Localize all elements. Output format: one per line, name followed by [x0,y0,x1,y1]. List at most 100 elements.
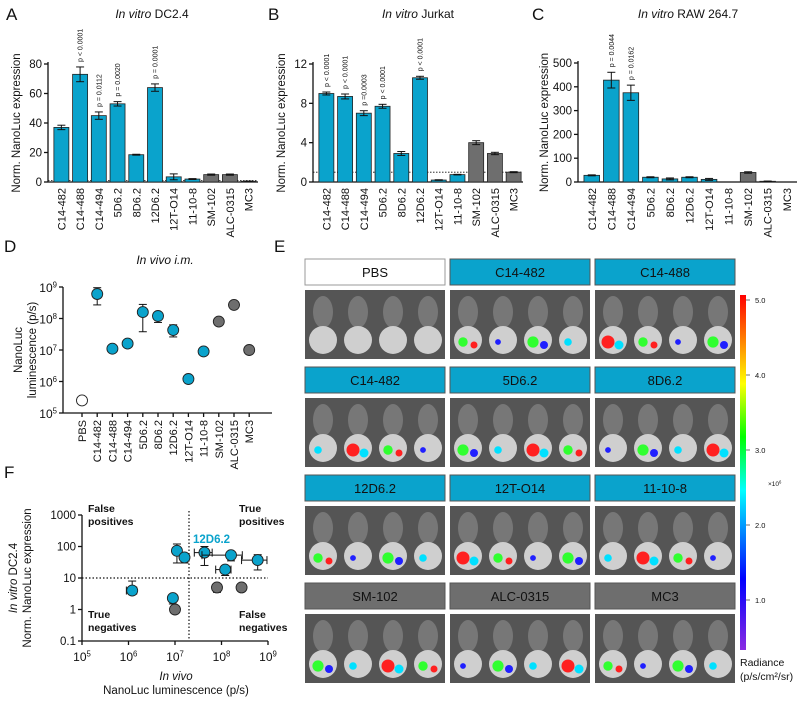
signal-spot [458,337,468,347]
bar [318,93,335,183]
group-header-label: MC3 [651,589,678,604]
group-header-label: 5D6.2 [503,373,538,388]
data-point [91,288,104,300]
data-point [228,298,240,311]
y-axis-label: In vitro DC2.4 [8,542,20,613]
bar [583,174,600,183]
signal-spot [719,448,729,458]
quadrant-label-top-right: True [239,503,261,515]
quadrant-label-bottom-left: True [88,609,110,621]
mouse-head [563,512,583,544]
y-tick-label: 10 [63,573,76,585]
mouse-head [493,512,513,544]
x-tick-label: 109 [259,650,277,664]
y-tick-label: 1 [70,605,76,617]
data-point [197,345,210,358]
signal-spot [605,447,611,453]
mouse-head [638,296,658,328]
x-tick-label: 12D6.2 [168,420,180,455]
signal-spot [601,335,615,349]
signal-spot [469,556,479,566]
bar [603,79,620,183]
bar [53,127,70,183]
data-point [178,551,191,564]
y-tick-label: 300 [553,106,572,118]
x-tick-label: ALC-0315 [490,188,502,238]
signal-spot [495,339,501,345]
group-header-label: 8D6.2 [648,373,683,388]
mouse-body [379,434,407,462]
p-value-label: p < 0.0001 [78,29,85,62]
signal-spot [530,555,536,561]
quadrant-label-bottom-left: negatives [88,622,137,634]
group-header [594,582,736,610]
signal-spot [505,665,513,673]
mouse-head [708,620,728,652]
bar [109,103,126,183]
mouse-body [489,542,517,570]
scatter-chart-D: In vivo i.m. NanoLuc luminescence (p/s)105… [13,253,272,470]
y-tick-label: 8 [301,98,307,110]
mouse-body [669,434,697,462]
y-tick-label: 500 [553,58,572,70]
x-axis-label: NanoLuc luminescence (p/s) [103,685,249,697]
mouse-head [348,404,368,436]
bar [355,112,372,183]
image-cell: 5D6.2 [449,366,591,467]
signal-spot [615,665,623,673]
bar [90,115,107,183]
mouse-body [454,650,482,678]
y-tick-label: 0.1 [60,636,76,648]
x-tick-label: SM-102 [743,188,755,227]
signal-spot [526,443,540,457]
mouse-body [414,650,442,678]
y-axis-label: Norm. NanoLuc expression [22,508,34,647]
mouse-head [418,296,438,328]
x-tick-label: C14-488 [107,420,119,462]
signal-spot [650,341,658,349]
mouse-head [348,512,368,544]
mouse-head [493,620,513,652]
group-header-label: C14-482 [495,265,545,280]
image-cell: C14-488 [594,258,736,359]
x-tick-label: 12T-O14 [169,188,181,231]
x-tick-label: C14-488 [75,188,87,230]
x-tick-label: 11-10-8 [199,420,211,457]
signal-spot [470,449,478,457]
image-cell: SM-102 [304,582,446,683]
y-tick-label: 0 [301,177,307,189]
signal-spot [430,665,438,673]
signal-spot [563,445,573,455]
data-point [243,344,256,356]
quadrant-label-top-right: positives [239,516,285,528]
mouse-body [599,650,627,678]
signal-spot [720,341,728,349]
x-tick-label: 5D6.2 [378,188,390,217]
p-value-label: p < 0.0001 [418,38,425,71]
signal-spot [420,447,426,453]
x-tick-label: 12T-O14 [704,188,716,231]
signal-spot [637,444,649,456]
signal-spot [349,662,357,670]
group-header [304,582,446,610]
group-header-label: ALC-0315 [491,589,550,604]
signal-spot [564,338,572,346]
mouse-head [383,512,403,544]
y-tick-label: 100 [553,153,572,165]
y-axis-label: Norm. NanoLuc expression [276,53,288,192]
mouse-head [313,404,333,436]
x-tick-label: 106 [120,650,138,664]
y-tick-label: 60 [29,89,42,101]
x-tick-label: C14-494 [94,188,106,230]
data-point [106,342,119,355]
signal-spot [383,445,393,455]
mouse-head [458,404,478,436]
signal-spot [527,336,539,348]
mouse-body [559,326,587,354]
y-tick-label: 0 [566,177,572,189]
signal-spot [673,553,683,563]
y-tick-label: 40 [29,118,42,130]
x-tick-label: C14-482 [92,420,104,462]
mouse-head [528,620,548,652]
